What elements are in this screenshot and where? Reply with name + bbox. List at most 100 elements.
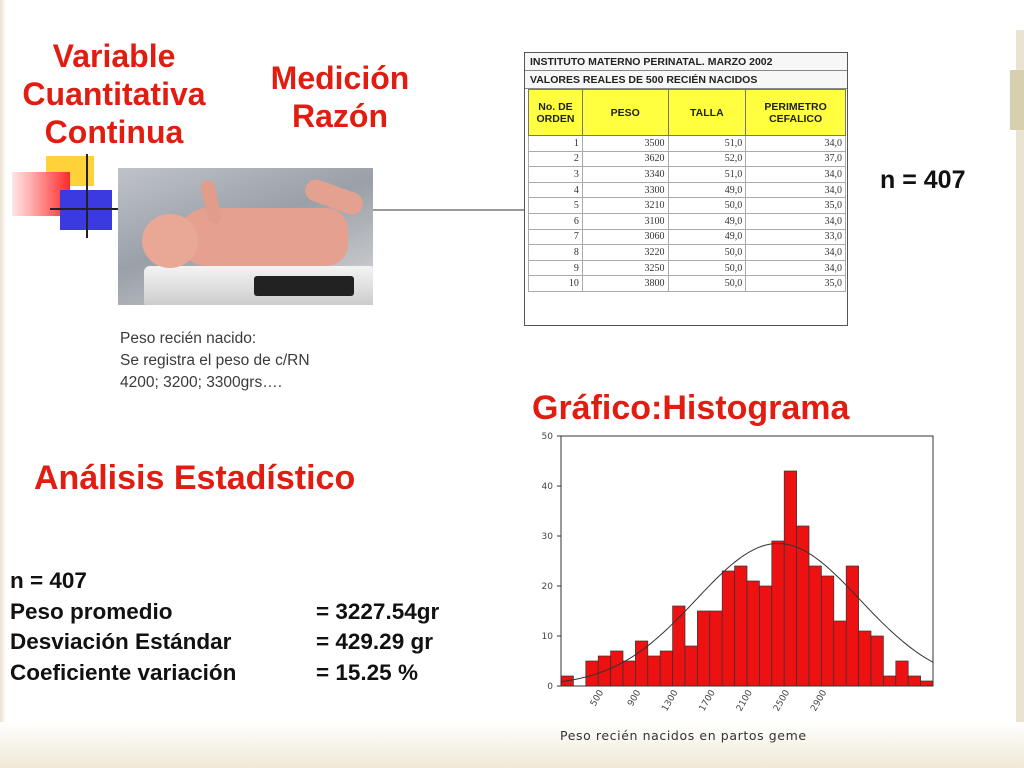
table-cell: 3300 [581, 181, 669, 199]
histogram-bar [870, 635, 884, 687]
connector-line [373, 209, 525, 211]
scale-display [254, 276, 354, 296]
table-cell: 3 [528, 166, 583, 183]
baby-body [178, 208, 348, 266]
histogram-bar [734, 565, 748, 687]
histogram-bar [697, 610, 711, 687]
table-cell: 50,0 [667, 244, 747, 261]
table-cell: 3340 [581, 166, 669, 183]
deco-vertical-line [86, 154, 88, 238]
table-cell: 1 [528, 135, 583, 152]
newborn-data-table: INSTITUTO MATERNO PERINATAL. MARZO 2002 … [524, 52, 848, 326]
stat-row-sd: Desviación Estándar = 429.29 gr [10, 627, 439, 658]
header-peso: PESO [581, 89, 669, 136]
y-tick-label: 0 [547, 682, 553, 692]
table-cell: 9 [528, 259, 583, 277]
deco-horizontal-line [50, 208, 122, 210]
analisis-title: Análisis Estadístico [34, 459, 356, 497]
newborn-on-scale-photo [118, 168, 373, 305]
table-cell: 50,0 [667, 275, 747, 292]
statistics-block: n = 407 Peso promedio = 3227.54gr Desvia… [10, 566, 439, 688]
table-cell: 50,0 [667, 197, 747, 214]
slide-bottom-edge [0, 722, 1024, 768]
table-cell: 52,0 [667, 150, 747, 168]
table-cell: 51,0 [667, 135, 747, 152]
histogram-bar [622, 660, 636, 687]
caption-line-3: 4200; 3200; 3300grs…. [120, 374, 283, 391]
x-tick-label: 1700 [698, 688, 718, 713]
table-cell: 3100 [581, 212, 669, 230]
histogram-bar [845, 565, 859, 687]
table-row: 1 3500 51,0 34,0 [528, 135, 846, 152]
table-row: 9 3250 50,0 34,0 [528, 259, 846, 277]
table-cell: 4 [528, 181, 583, 199]
histogram-title: Gráfico:Histograma [532, 389, 850, 427]
normal-curve [560, 542, 934, 683]
x-tick-label: 2100 [735, 688, 755, 713]
stat-label: Peso promedio [10, 598, 173, 624]
table-cell: 3620 [581, 150, 669, 168]
table-cell: 51,0 [667, 166, 747, 183]
table-cell: 49,0 [667, 228, 747, 246]
table-cell: 34,0 [745, 181, 846, 199]
x-tick-label: 2900 [809, 688, 829, 713]
histogram-bar [821, 575, 835, 687]
histogram-bar [771, 540, 785, 687]
table-title-1: INSTITUTO MATERNO PERINATAL. MARZO 2002 [525, 53, 847, 71]
stat-value: = 429.29 gr [316, 629, 433, 654]
histogram-bar [684, 645, 698, 687]
table-header-row: No. DE ORDEN PESO TALLA PERIMETRO CEFALI… [528, 89, 846, 136]
table-row: 4 3300 49,0 34,0 [528, 181, 846, 199]
decorative-squares [10, 150, 122, 240]
table-body: 1 3500 51,0 34,0 2 3620 52,0 37,0 3 3340 51,0 34,0 4… [528, 135, 846, 292]
header-orden: No. DE ORDEN [528, 89, 583, 136]
caption-line-2: Se registra el peso de c/RN [120, 352, 310, 369]
header-perimetro: PERIMETRO CEFALICO [745, 89, 846, 136]
table-cell: 3220 [581, 244, 669, 261]
table-cell: 34,0 [745, 135, 846, 152]
y-tick-label: 30 [542, 532, 554, 542]
x-tick-label: 2500 [772, 688, 792, 713]
stat-row-cv: Coeficiente variación = 15.25 % [10, 658, 439, 689]
histogram-bar [783, 470, 797, 687]
y-tick-label: 10 [542, 632, 554, 642]
histogram-chart: 0 10 20 30 40 50 500 900 1300 1700 2100 2500 2900Pes… [542, 432, 934, 743]
stat-label: n = 407 [10, 568, 87, 593]
header-talla: TALLA [667, 89, 747, 136]
histogram-bar [808, 565, 822, 687]
table-cell: 50,0 [667, 259, 747, 277]
variable-title: Variable Cuantitativa Continua [22, 38, 206, 150]
table-row: 3 3340 51,0 34,0 [528, 166, 846, 183]
table-row: 8 3220 50,0 34,0 [528, 244, 846, 261]
table-cell: 8 [528, 244, 583, 261]
histogram-bar [610, 650, 624, 687]
n-label: n = 407 [880, 166, 966, 194]
histogram-bar [833, 620, 847, 687]
table-cell: 3210 [581, 197, 669, 214]
histogram-bar [883, 675, 897, 687]
histogram-bar [920, 680, 934, 687]
table-row: 6 3100 49,0 34,0 [528, 212, 846, 230]
table-cell: 35,0 [745, 275, 846, 292]
stat-row-n: n = 407 [10, 566, 439, 597]
histogram-bar [721, 570, 735, 687]
slide-left-edge [0, 0, 6, 768]
table-row: 10 3800 50,0 35,0 [528, 275, 846, 292]
histogram-bar [647, 655, 661, 687]
table-cell: 35,0 [745, 197, 846, 214]
table-cell: 49,0 [667, 181, 747, 199]
histogram-bar [746, 580, 760, 687]
baby-head [142, 214, 198, 268]
histogram-bar [759, 585, 773, 687]
table-cell: 6 [528, 212, 583, 230]
table-cell: 34,0 [745, 166, 846, 183]
x-tick-label: 500 [589, 688, 606, 708]
data-table: No. DE ORDEN PESO TALLA PERIMETRO CEFALI… [528, 89, 846, 292]
table-cell: 3250 [581, 259, 669, 277]
table-cell: 37,0 [745, 150, 846, 168]
histogram-bar [858, 630, 872, 687]
histogram-bar [709, 610, 723, 687]
x-tick-label: 900 [626, 688, 643, 708]
plot-frame [560, 435, 934, 687]
slide-right-edge [1016, 30, 1024, 768]
